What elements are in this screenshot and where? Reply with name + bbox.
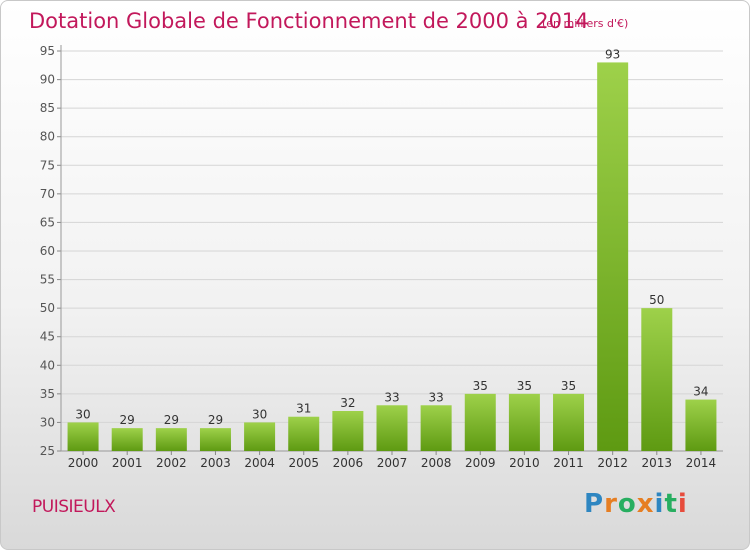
logo-letter: P xyxy=(584,489,605,519)
data-label: 31 xyxy=(296,402,311,416)
x-tick-label: 2011 xyxy=(553,456,584,470)
data-label: 33 xyxy=(428,390,443,404)
data-label: 34 xyxy=(693,385,708,399)
y-tick-label: 45 xyxy=(40,330,55,344)
x-tick-label: 2004 xyxy=(244,456,275,470)
data-label: 35 xyxy=(473,379,488,393)
data-label: 30 xyxy=(75,407,90,421)
commune-name: PUISIEULX xyxy=(32,497,116,517)
bar-2002 xyxy=(155,428,187,451)
bar-2014 xyxy=(685,399,717,451)
data-label: 32 xyxy=(340,396,355,410)
logo-letter: t xyxy=(664,489,678,519)
bar-2010 xyxy=(508,393,540,451)
y-tick-label: 85 xyxy=(40,101,55,115)
bar-2003 xyxy=(199,428,231,451)
logo-letter: r xyxy=(604,489,618,519)
x-tick-label: 2010 xyxy=(509,456,540,470)
y-tick-label: 75 xyxy=(40,158,55,172)
bar-2008 xyxy=(420,405,452,451)
bar-2004 xyxy=(244,422,276,451)
y-tick-label: 35 xyxy=(40,387,55,401)
y-tick-label: 70 xyxy=(40,187,55,201)
data-label: 30 xyxy=(252,407,267,421)
logo-letter: o xyxy=(617,489,637,519)
bar-2009 xyxy=(464,393,496,451)
data-label: 33 xyxy=(384,390,399,404)
bars xyxy=(67,62,717,452)
y-tick-label: 80 xyxy=(40,130,55,144)
unit-note: (en milliers d'€) xyxy=(542,17,629,30)
logo-letter: i xyxy=(677,489,688,519)
x-tick-label: 2012 xyxy=(597,456,628,470)
data-label: 35 xyxy=(561,379,576,393)
y-tick-label: 90 xyxy=(40,73,55,87)
y-tick-label: 65 xyxy=(40,215,55,229)
data-label: 93 xyxy=(605,47,620,61)
bar-2006 xyxy=(332,411,364,451)
x-tick-label: 2013 xyxy=(642,456,673,470)
labels: 25 30 35 40 45 50 55 60 65 70 75 80 85 90 95 30 2000 29 20… xyxy=(40,44,716,470)
y-tick-label: 55 xyxy=(40,273,55,287)
y-tick-label: 40 xyxy=(40,358,55,372)
logo-letter: x xyxy=(636,489,655,519)
bar-2013 xyxy=(641,308,673,451)
x-tick-label: 2006 xyxy=(333,456,364,470)
x-tick-label: 2001 xyxy=(112,456,143,470)
x-tick-label: 2009 xyxy=(465,456,496,470)
chart-title: Dotation Globale de Fonctionnement de 20… xyxy=(29,9,589,33)
x-tick-label: 2005 xyxy=(288,456,319,470)
data-label: 50 xyxy=(649,293,664,307)
proxiti-logo[interactable]: Proxiti xyxy=(584,489,688,519)
x-tick-label: 2014 xyxy=(686,456,717,470)
bar-2000 xyxy=(67,422,99,451)
data-label: 29 xyxy=(208,413,223,427)
y-tick-label: 60 xyxy=(40,244,55,258)
x-tick-label: 2007 xyxy=(377,456,408,470)
y-tick-label: 25 xyxy=(40,444,55,458)
data-label: 29 xyxy=(120,413,135,427)
x-tick-label: 2000 xyxy=(68,456,99,470)
bar-2011 xyxy=(553,393,585,451)
bar-2007 xyxy=(376,405,408,451)
data-label: 35 xyxy=(517,379,532,393)
y-tick-label: 95 xyxy=(40,44,55,58)
data-label: 29 xyxy=(164,413,179,427)
y-tick-label: 50 xyxy=(40,301,55,315)
bar-2005 xyxy=(288,416,320,451)
y-tick-label: 30 xyxy=(40,415,55,429)
bar-2001 xyxy=(111,428,143,451)
x-tick-label: 2008 xyxy=(421,456,452,470)
bar-2012 xyxy=(597,62,629,452)
x-tick-label: 2003 xyxy=(200,456,231,470)
logo-letter: i xyxy=(654,489,665,519)
x-tick-label: 2002 xyxy=(156,456,187,470)
